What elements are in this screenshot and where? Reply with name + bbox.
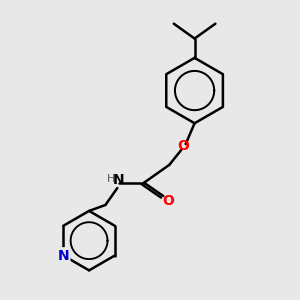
Text: H: H <box>107 174 116 184</box>
Text: N: N <box>113 173 124 187</box>
Text: N: N <box>58 248 69 262</box>
Text: O: O <box>177 139 189 152</box>
Text: O: O <box>163 194 174 208</box>
